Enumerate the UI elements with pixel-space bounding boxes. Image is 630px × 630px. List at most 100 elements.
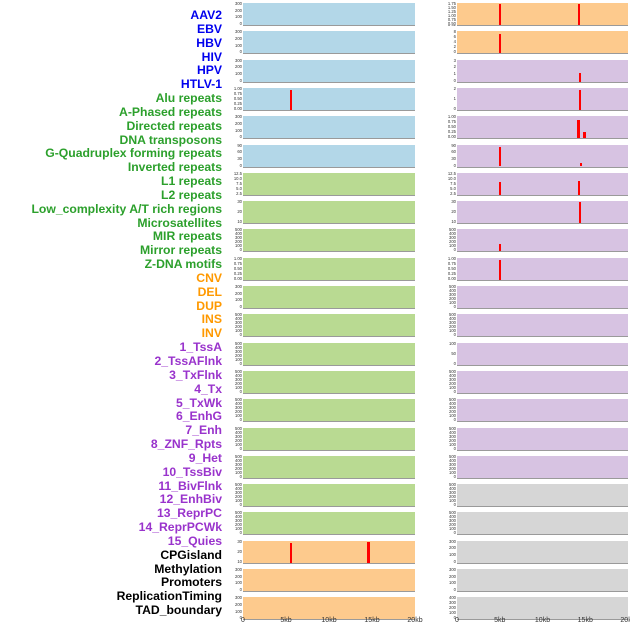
y-axis-tick-labels: 300 200 100 0 xyxy=(223,59,242,83)
track-label: 1_TssA xyxy=(179,340,222,355)
y-axis-tick-value: 100 xyxy=(235,498,242,504)
track-label: HIV xyxy=(201,49,222,64)
y-axis-tick-value: 0 xyxy=(453,530,456,536)
y-axis-tick-value: 7.5 xyxy=(450,180,456,186)
y-axis-tick-value: 300 xyxy=(449,568,456,572)
track-plot xyxy=(457,116,628,140)
y-axis-tick-value: 400 xyxy=(235,514,242,520)
y-axis-tick-value: 100 xyxy=(449,384,456,390)
track-label: Microsatellites xyxy=(137,215,222,230)
signal-spike xyxy=(498,146,501,167)
y-axis-tick-labels: 12.5 10.0 7.5 5.0 2.5 xyxy=(437,172,456,196)
y-axis-tick-value: 200 xyxy=(449,296,456,302)
y-axis-tick-value: 300 xyxy=(235,320,242,326)
y-axis-tick-labels: 1.00 0.75 0.50 0.25 0.00 xyxy=(223,257,242,281)
track-plot xyxy=(243,87,415,111)
x-axis-tick-label: 10kb xyxy=(321,617,337,624)
track-plot xyxy=(243,399,415,423)
y-axis-tick-value: 0 xyxy=(239,21,242,26)
track-plot xyxy=(457,370,628,394)
y-axis-tick-value: 100 xyxy=(449,300,456,306)
track-label: 13_ReprPC xyxy=(156,506,222,521)
track-plot xyxy=(243,512,415,536)
y-axis-tick-value: 500 xyxy=(449,511,456,516)
y-axis-tick-value: 300 xyxy=(449,320,456,326)
y-axis-tick-value: 500 xyxy=(235,511,242,516)
y-axis-tick-value: 300 xyxy=(449,433,456,439)
y-axis-tick-value: 200 xyxy=(235,465,242,471)
y-axis-tick-value: 1.00 xyxy=(447,256,456,261)
track-plot xyxy=(457,257,628,281)
signal-spike xyxy=(498,4,501,25)
track-label: 3_TxFlnk xyxy=(169,367,222,382)
y-axis-tick-value: 0 xyxy=(453,105,456,111)
y-axis-tick-labels: 500 400 300 200 100 0 xyxy=(223,370,242,394)
track-label: 15_Quies xyxy=(167,533,222,548)
y-axis-tick-labels: 300 200 100 0 xyxy=(223,115,242,139)
y-axis-tick-value: 200 xyxy=(235,35,242,41)
y-axis-tick-value: 90 xyxy=(237,143,242,148)
x-axis-tick-label: 15kb xyxy=(577,617,593,624)
y-axis-tick-value: 500 xyxy=(449,398,456,403)
y-axis-tick-value: 300 xyxy=(449,600,456,606)
track-label: 10_TssBiv xyxy=(162,464,222,479)
signal-spike xyxy=(498,259,501,280)
track-plot xyxy=(457,540,628,564)
y-axis-tick-value: 300 xyxy=(449,292,456,298)
track-plot xyxy=(457,87,628,111)
y-axis-tick-value: 400 xyxy=(235,231,242,237)
signal-spike xyxy=(498,33,501,54)
y-axis-tick-value: 200 xyxy=(235,290,242,296)
y-axis-tick-value: 300 xyxy=(235,115,242,120)
y-axis-tick-value: 100 xyxy=(235,14,242,20)
y-axis-tick-value: 0 xyxy=(239,473,242,479)
y-axis-tick-value: 100 xyxy=(449,526,456,532)
y-axis-tick-value: 500 xyxy=(235,426,242,431)
track-label: Directed repeats xyxy=(126,118,222,133)
y-axis-tick-value: 400 xyxy=(449,596,456,601)
y-axis-tick-value: 300 xyxy=(235,235,242,241)
track-label: G-Quadruplex forming repeats xyxy=(45,146,222,161)
y-axis-tick-value: 90 xyxy=(451,143,456,148)
y-axis-tick-value: 0 xyxy=(453,615,456,621)
y-axis-tick-value: 1.25 xyxy=(447,8,456,14)
y-axis-tick-labels: 90 60 30 0 xyxy=(437,144,456,168)
track-plot xyxy=(243,455,415,479)
track-label: L2 repeats xyxy=(161,187,222,202)
track-label: 9_Het xyxy=(188,450,222,465)
y-axis-tick-value: 0.75 xyxy=(233,260,242,266)
track-plot xyxy=(243,257,415,281)
y-axis-tick-value: 500 xyxy=(235,454,242,459)
signal-spike xyxy=(578,180,581,195)
y-axis-tick-value: 300 xyxy=(235,376,242,382)
y-axis-tick-value: 0 xyxy=(239,247,242,253)
y-axis-tick-value: 0 xyxy=(239,445,242,451)
signal-spike xyxy=(367,541,370,563)
y-axis-tick-labels: 300 200 100 0 xyxy=(223,568,242,592)
y-axis-tick-value: 1 xyxy=(453,70,456,76)
track-label: INV xyxy=(201,326,222,341)
y-axis-tick-value: 200 xyxy=(235,324,242,330)
y-axis-tick-value: 300 xyxy=(235,2,242,6)
y-axis-tick-value: 400 xyxy=(235,344,242,350)
y-axis-tick-value: 10 xyxy=(451,219,456,225)
y-axis-tick-labels: 1.751.501.251.000.750.500.25 xyxy=(437,2,456,26)
y-axis-tick-value: 1.50 xyxy=(447,4,456,10)
y-axis-tick-value: 3 xyxy=(453,58,456,63)
y-axis-tick-value: 100 xyxy=(235,297,242,303)
y-axis-tick-value: 400 xyxy=(235,401,242,407)
y-axis-tick-value: 1.00 xyxy=(233,86,242,91)
y-axis-tick-value: 300 xyxy=(235,518,242,524)
signal-spike xyxy=(579,163,583,167)
y-axis-tick-value: 500 xyxy=(449,369,456,374)
y-axis-tick-value: 0.50 xyxy=(233,95,242,101)
y-axis-tick-labels: 300 200 100 0 xyxy=(223,2,242,26)
y-axis-tick-value: 6 xyxy=(453,34,456,40)
y-axis-tick-value: 1.00 xyxy=(447,12,456,18)
y-axis-tick-value: 200 xyxy=(235,380,242,386)
y-axis-tick-labels: 1.00 0.75 0.50 0.25 0.00 xyxy=(437,115,456,139)
signal-spike xyxy=(578,202,582,224)
y-axis-tick-labels: 100 50 0 xyxy=(437,342,456,366)
y-axis-tick-value: 0 xyxy=(453,49,456,55)
y-axis-tick-value: 500 xyxy=(449,454,456,459)
